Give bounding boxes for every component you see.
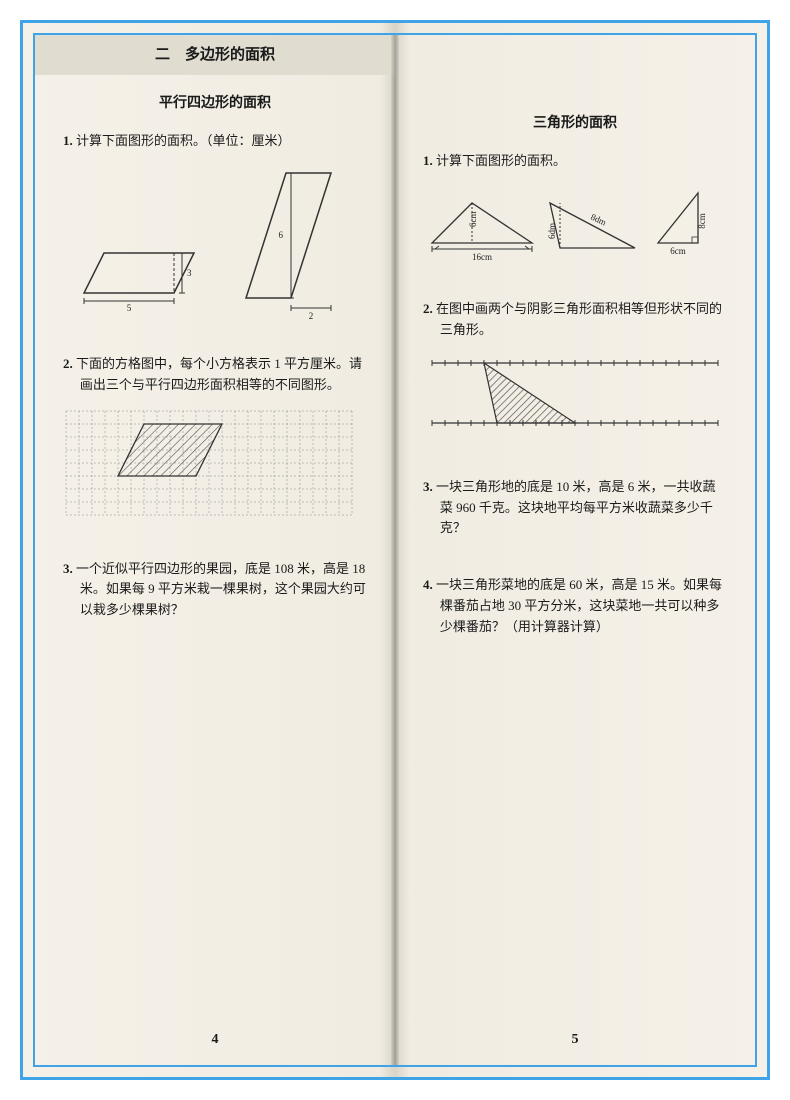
rq4-body: 一块三角形菜地的底是 60 米，高是 15 米。如果每棵番茄占地 30 平方分米… bbox=[436, 577, 722, 634]
right-q3: 3. 一块三角形地的底是 10 米，高是 6 米，一共收蔬菜 960 千克。这块… bbox=[423, 477, 727, 539]
q2-text: 2. 下面的方格图中，每个小方格表示 1 平方厘米。请画出三个与平行四边形面积相… bbox=[63, 354, 367, 396]
rq3-text: 3. 一块三角形地的底是 10 米，高是 6 米，一共收蔬菜 960 千克。这块… bbox=[423, 477, 727, 539]
page-left: 二 多边形的面积 平行四边形的面积 1. 计算下面图形的面积。（单位：厘米） 5 bbox=[35, 35, 395, 1065]
q3-body: 一个近似平行四边形的果园，底是 108 米，高是 18 米。如果每 9 平方米栽… bbox=[76, 561, 366, 618]
left-pagenum: 4 bbox=[35, 1029, 395, 1051]
t3-h: 8cm bbox=[697, 213, 707, 229]
section-title-parallelogram: 平行四边形的面积 bbox=[63, 93, 367, 115]
rq1-body: 计算下面图形的面积。 bbox=[436, 153, 566, 168]
fig2-height: 6 bbox=[279, 230, 284, 240]
t1-b: 16cm bbox=[472, 252, 492, 262]
section-title-triangle: 三角形的面积 bbox=[423, 113, 727, 135]
q1-num: 1. bbox=[63, 133, 73, 148]
q1-text: 1. 计算下面图形的面积。（单位：厘米） bbox=[63, 131, 367, 152]
rq2-text: 2. 在图中画两个与阴影三角形面积相等但形状不同的三角形。 bbox=[423, 299, 727, 341]
t1-h: 6cm bbox=[468, 212, 478, 228]
left-q1: 1. 计算下面图形的面积。（单位：厘米） 5 3 bbox=[63, 131, 367, 318]
rq1-figures: 6cm 16cm 8dm 6dm bbox=[423, 188, 727, 263]
q2-grid-wrap bbox=[65, 410, 365, 523]
rq4-num: 4. bbox=[423, 577, 433, 592]
parallelogram-fig-2: 6 2 bbox=[241, 168, 351, 318]
right-q2: 2. 在图中画两个与阴影三角形面积相等但形状不同的三角形。 bbox=[423, 299, 727, 441]
q2-body: 下面的方格图中，每个小方格表示 1 平方厘米。请画出三个与平行四边形面积相等的不… bbox=[76, 356, 362, 392]
fig1-base: 5 bbox=[127, 303, 132, 313]
fig1-height: 3 bbox=[187, 268, 192, 278]
right-pagenum: 5 bbox=[395, 1029, 755, 1051]
triangle-fig-2: 8dm 6dm bbox=[545, 193, 645, 263]
left-q3: 3. 一个近似平行四边形的果园，底是 108 米，高是 18 米。如果每 9 平… bbox=[63, 559, 367, 621]
q3-text: 3. 一个近似平行四边形的果园，底是 108 米，高是 18 米。如果每 9 平… bbox=[63, 559, 367, 621]
left-q2: 2. 下面的方格图中，每个小方格表示 1 平方厘米。请画出三个与平行四边形面积相… bbox=[63, 354, 367, 522]
q2-num: 2. bbox=[63, 356, 73, 371]
axis-svg bbox=[427, 351, 723, 441]
q1-figures: 5 3 6 bbox=[63, 168, 367, 318]
rq3-num: 3. bbox=[423, 479, 433, 494]
rq4-text: 4. 一块三角形菜地的底是 60 米，高是 15 米。如果每棵番茄占地 30 平… bbox=[423, 575, 727, 637]
rq3-body: 一块三角形地的底是 10 米，高是 6 米，一共收蔬菜 960 千克。这块地平均… bbox=[436, 479, 716, 536]
t2-side: 6dm bbox=[547, 223, 557, 239]
t3-b: 6cm bbox=[670, 246, 686, 256]
grid-svg bbox=[65, 410, 353, 516]
triangle-fig-1: 6cm 16cm bbox=[427, 193, 537, 263]
triangle-fig-3: 8cm 6cm bbox=[653, 188, 723, 263]
chapter-banner: 二 多边形的面积 bbox=[35, 35, 395, 75]
inner-frame: 二 多边形的面积 平行四边形的面积 1. 计算下面图形的面积。（单位：厘米） 5 bbox=[33, 33, 757, 1067]
rq1-num: 1. bbox=[423, 153, 433, 168]
rq2-body: 在图中画两个与阴影三角形面积相等但形状不同的三角形。 bbox=[436, 301, 722, 337]
outer-frame: 二 多边形的面积 平行四边形的面积 1. 计算下面图形的面积。（单位：厘米） 5 bbox=[20, 20, 770, 1080]
q3-num: 3. bbox=[63, 561, 73, 576]
rq2-num: 2. bbox=[423, 301, 433, 316]
parallelogram-fig-1: 5 3 bbox=[79, 238, 209, 318]
q1-body: 计算下面图形的面积。（单位：厘米） bbox=[76, 133, 291, 148]
page-right: 三角形的面积 1. 计算下面图形的面积。 6cm 16cm bbox=[395, 35, 755, 1065]
fig2-base: 2 bbox=[309, 311, 314, 321]
book-spine bbox=[391, 35, 399, 1065]
right-q1: 1. 计算下面图形的面积。 6cm 16cm bbox=[423, 151, 727, 263]
right-q4: 4. 一块三角形菜地的底是 60 米，高是 15 米。如果每棵番茄占地 30 平… bbox=[423, 575, 727, 637]
rq1-text: 1. 计算下面图形的面积。 bbox=[423, 151, 727, 172]
